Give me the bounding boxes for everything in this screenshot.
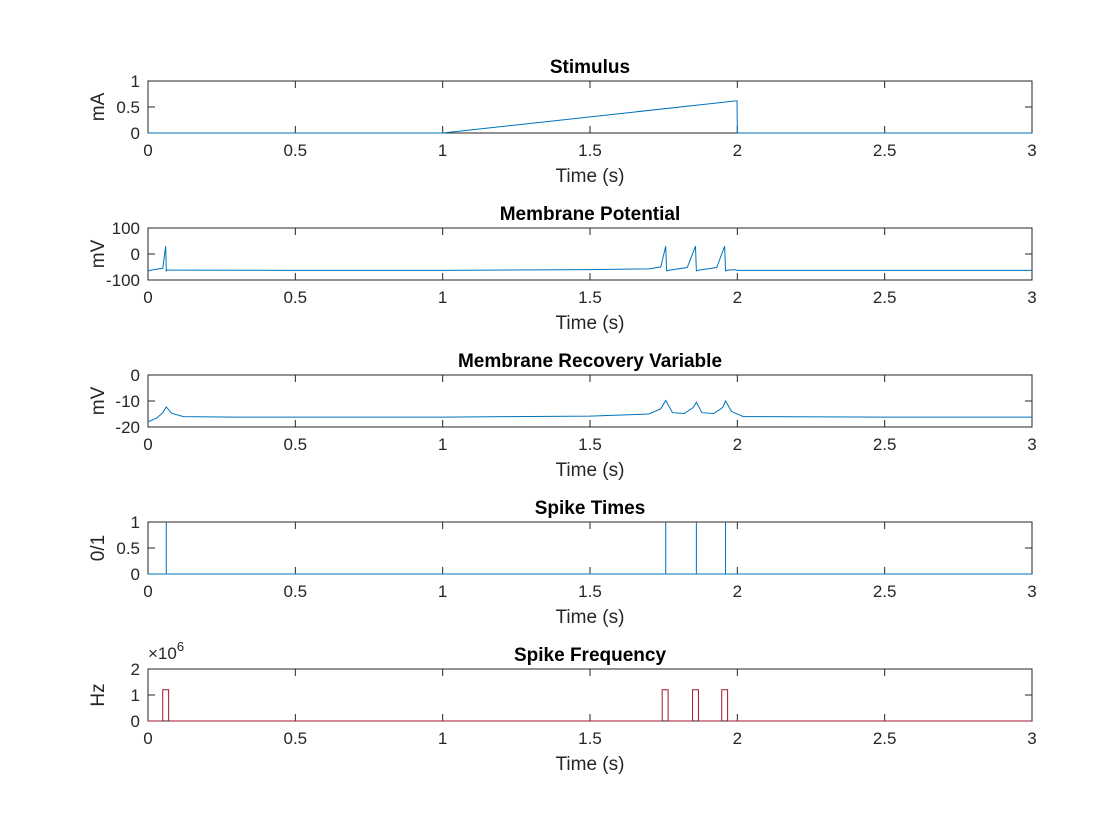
x-tick-label: 2.5 — [873, 288, 897, 307]
series-line — [147, 399, 1032, 423]
x-tick-label: 0.5 — [284, 582, 308, 601]
plot-area — [147, 80, 1033, 134]
plot-area — [147, 521, 1033, 575]
x-tick-label: 3 — [1027, 288, 1036, 307]
x-tick-label: 2 — [733, 435, 742, 454]
x-tick-label: 3 — [1027, 435, 1036, 454]
y-tick-label: 0.5 — [116, 98, 140, 117]
x-tick-label: 0.5 — [284, 288, 308, 307]
series-line — [148, 689, 1032, 722]
subplot-1: 0 0.5 1 1.5 2 2.5 3 0 0.5 1 Stimulus Time (s) mA — [88, 57, 1037, 187]
plot-area — [147, 668, 1033, 722]
x-tick-label: 2.5 — [873, 729, 897, 748]
subplot-5: 0 0.5 1 1.5 2 2.5 3 0 1 2 Spike Frequency Time (s) H… — [88, 639, 1037, 775]
plot-area — [147, 374, 1033, 428]
y-axis-label: mV — [88, 386, 109, 415]
x-tick-label: 1 — [438, 582, 447, 601]
x-tick-label: 0 — [143, 729, 152, 748]
subplot-title: Spike Frequency — [514, 645, 666, 666]
subplot-title: Spike Times — [535, 498, 646, 519]
y-axis-label: mV — [88, 239, 109, 268]
series-line — [148, 100, 1032, 134]
x-tick-label: 2 — [733, 141, 742, 160]
x-tick-label: 2.5 — [873, 582, 897, 601]
x-tick-label: 0 — [143, 582, 152, 601]
x-tick-label: 0 — [143, 141, 152, 160]
x-axis-label: Time (s) — [556, 754, 625, 775]
y-tick-label: 100 — [112, 219, 140, 238]
x-tick-label: 2 — [733, 288, 742, 307]
y-tick-label: 0 — [131, 245, 140, 264]
x-tick-label: 0.5 — [284, 435, 308, 454]
x-tick-label: 3 — [1027, 141, 1036, 160]
y-tick-label: 1 — [131, 513, 140, 532]
plot-area — [147, 227, 1033, 281]
x-tick-label: 1.5 — [578, 582, 602, 601]
subplot-title: Membrane Potential — [500, 204, 681, 225]
subplot-3: 0 0.5 1 1.5 2 2.5 3 -20 -10 0 Membrane Recovery Va… — [88, 351, 1037, 481]
x-tick-label: 1.5 — [578, 141, 602, 160]
x-tick-label: 1.5 — [578, 729, 602, 748]
subplot-title: Stimulus — [550, 57, 630, 78]
x-tick-label: 0.5 — [284, 729, 308, 748]
subplot-4: 0 0.5 1 1.5 2 2.5 3 0 0.5 1 Spike Times Time (s) 0/1 — [88, 498, 1037, 628]
y-tick-label: 1 — [131, 686, 140, 705]
y-axis-exponent: ×106 — [148, 639, 184, 663]
x-tick-label: 2 — [733, 582, 742, 601]
y-axis-label: 0/1 — [88, 535, 109, 561]
y-tick-label: -10 — [115, 392, 140, 411]
x-tick-label: 0 — [143, 435, 152, 454]
x-axis-label: Time (s) — [556, 313, 625, 334]
y-axis-label: mA — [88, 92, 109, 121]
x-tick-label: 1 — [438, 141, 447, 160]
y-tick-label: -100 — [106, 271, 140, 290]
y-tick-label: 0 — [131, 366, 140, 385]
x-tick-label: 1 — [438, 435, 447, 454]
series-line — [147, 246, 1032, 272]
x-tick-label: 3 — [1027, 582, 1036, 601]
y-axis-label: Hz — [88, 683, 109, 706]
y-tick-label: 0.5 — [116, 539, 140, 558]
x-tick-label: 1 — [438, 729, 447, 748]
x-tick-label: 1.5 — [578, 288, 602, 307]
x-tick-label: 3 — [1027, 729, 1036, 748]
y-tick-label: 0 — [131, 124, 140, 143]
x-tick-label: 0 — [143, 288, 152, 307]
y-tick-label: -20 — [115, 418, 140, 437]
x-axis-label: Time (s) — [556, 460, 625, 481]
series-line — [148, 522, 1032, 575]
x-tick-label: 2.5 — [873, 141, 897, 160]
x-tick-label: 1.5 — [578, 435, 602, 454]
x-tick-label: 2.5 — [873, 435, 897, 454]
y-tick-label: 2 — [131, 660, 140, 679]
x-tick-label: 2 — [733, 729, 742, 748]
x-tick-label: 0.5 — [284, 141, 308, 160]
x-axis-label: Time (s) — [556, 166, 625, 187]
y-tick-label: 0 — [131, 712, 140, 731]
y-tick-label: 1 — [131, 72, 140, 91]
subplot-title: Membrane Recovery Variable — [458, 351, 722, 372]
x-tick-label: 1 — [438, 288, 447, 307]
x-axis-label: Time (s) — [556, 607, 625, 628]
y-tick-label: 0 — [131, 565, 140, 584]
